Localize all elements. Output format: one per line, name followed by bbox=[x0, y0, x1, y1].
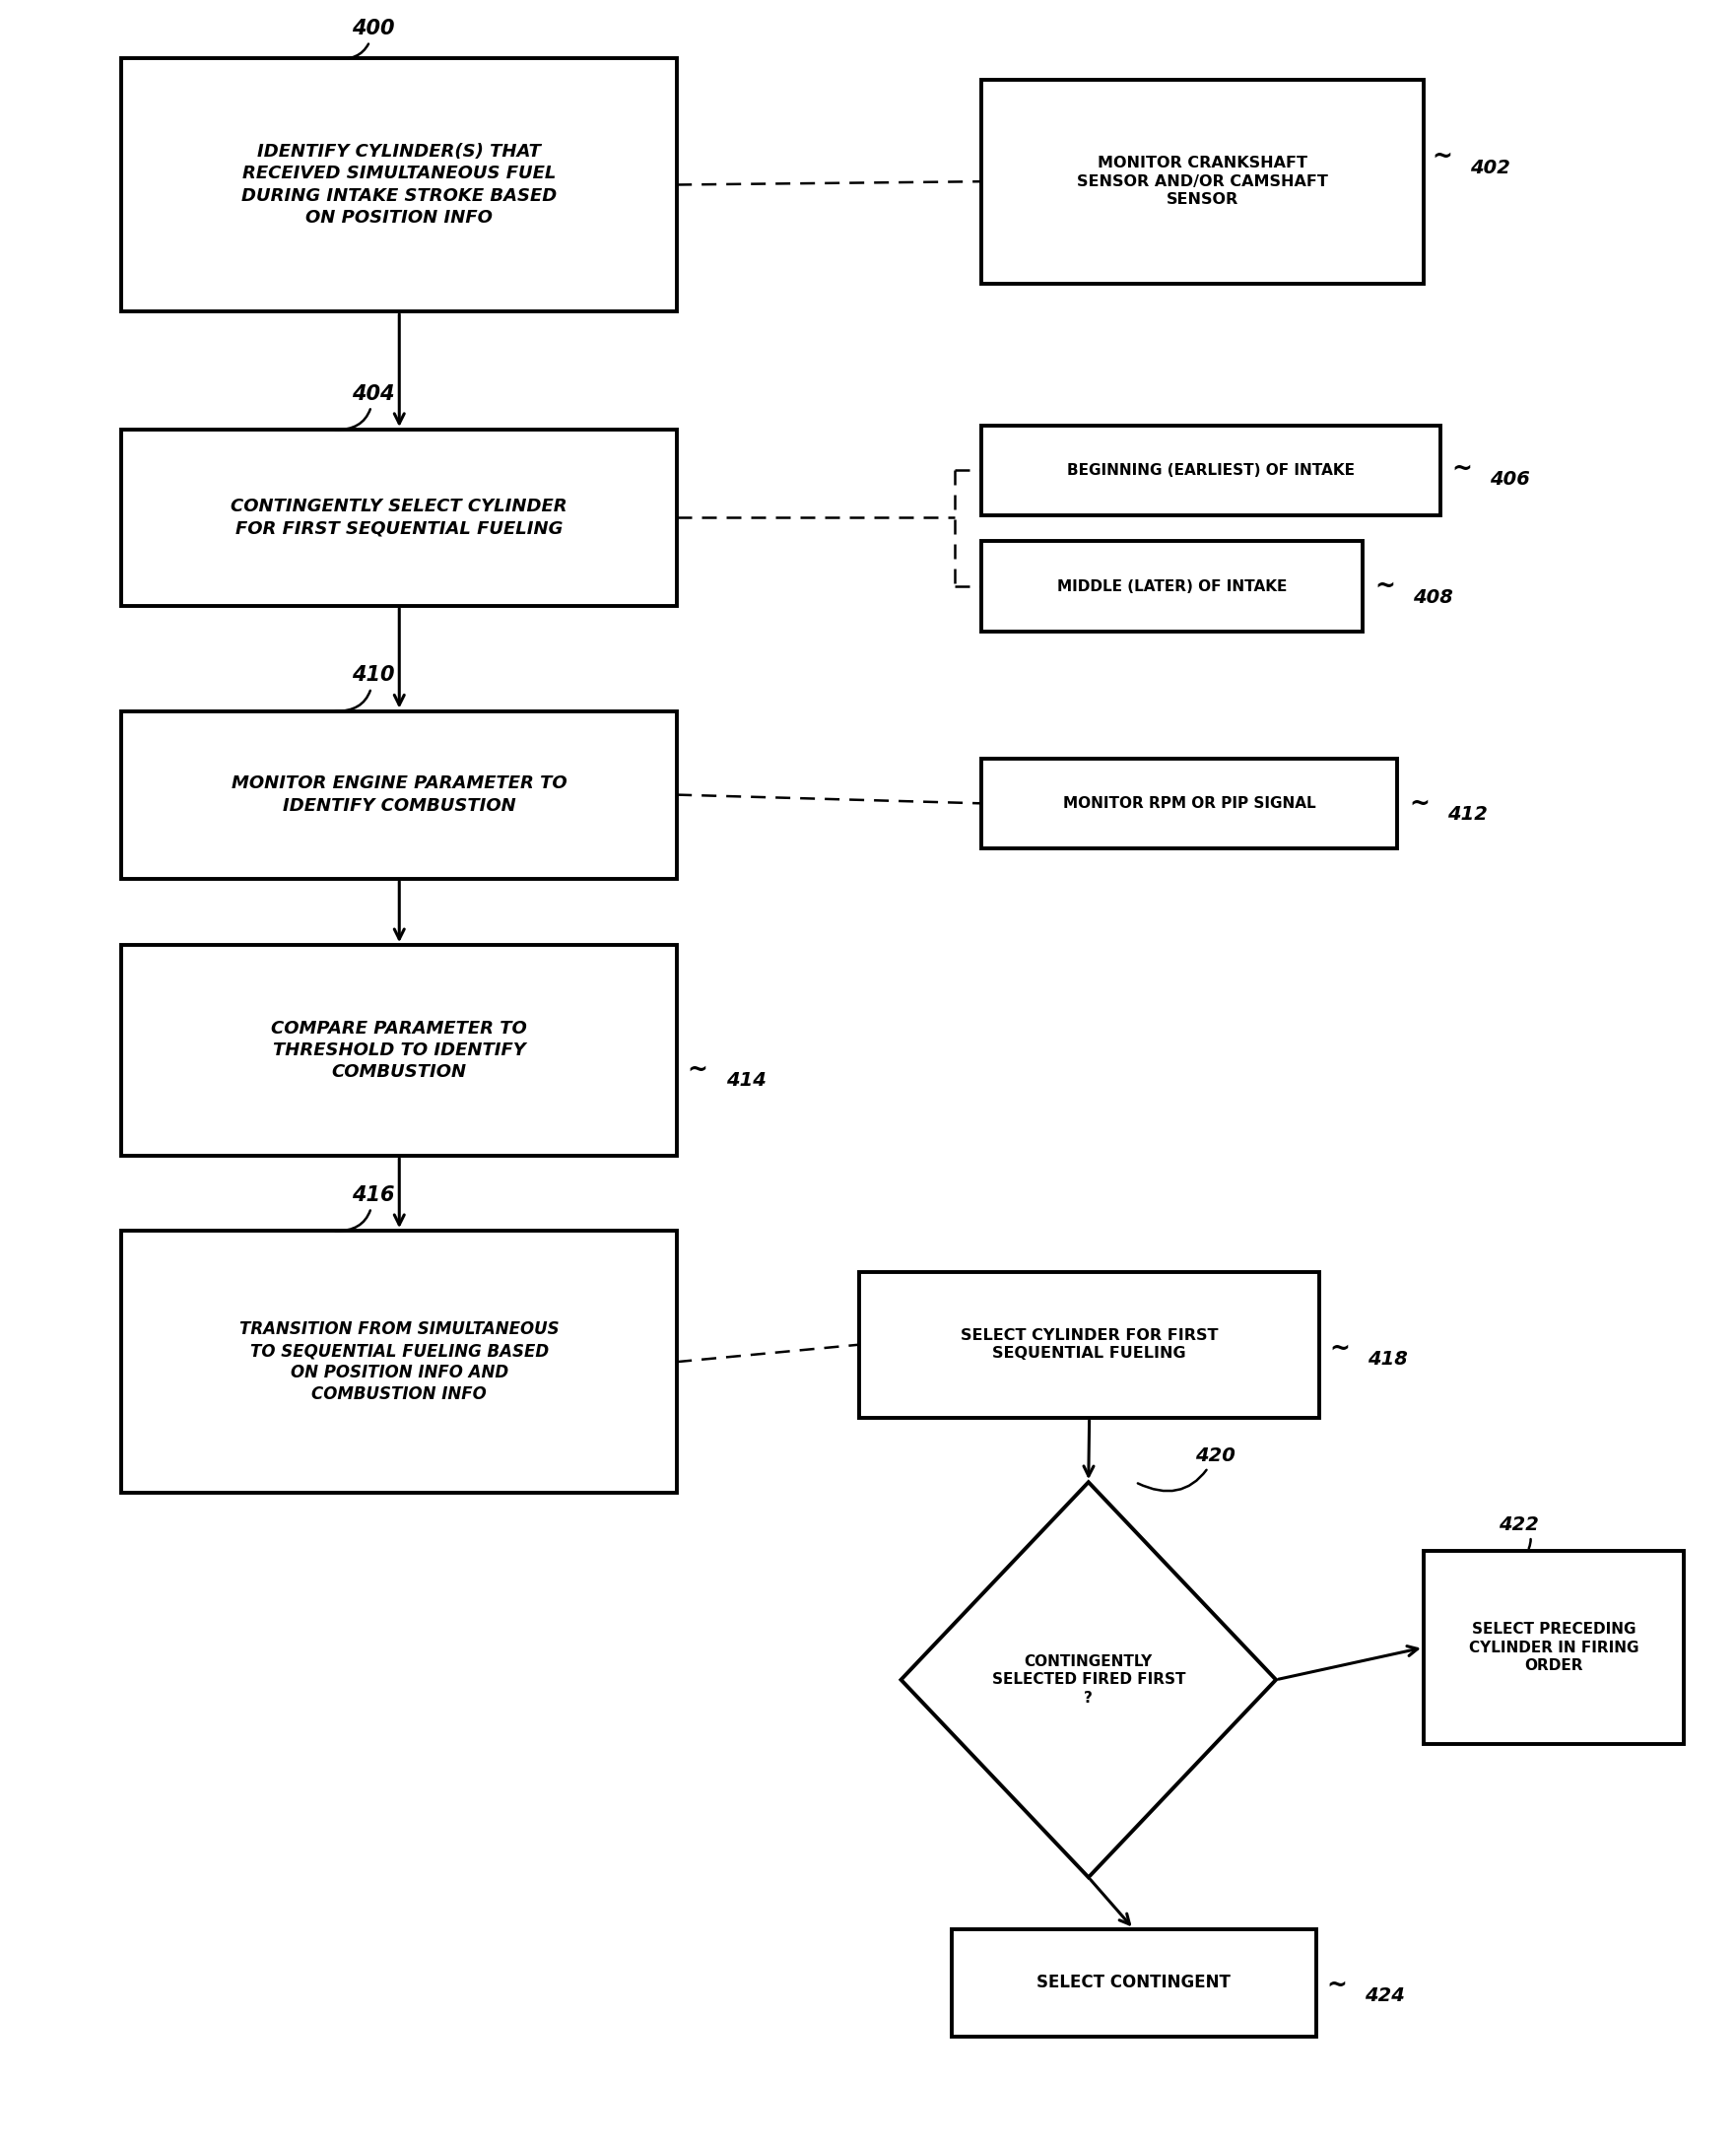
Text: BEGINNING (EARLIEST) OF INTAKE: BEGINNING (EARLIEST) OF INTAKE bbox=[1068, 464, 1354, 477]
Text: MONITOR RPM OR PIP SIGNAL: MONITOR RPM OR PIP SIGNAL bbox=[1062, 797, 1316, 810]
Text: 410: 410 bbox=[335, 666, 394, 711]
FancyBboxPatch shape bbox=[981, 758, 1397, 848]
Text: 418: 418 bbox=[1368, 1351, 1408, 1368]
Text: MONITOR ENGINE PARAMETER TO
IDENTIFY COMBUSTION: MONITOR ENGINE PARAMETER TO IDENTIFY COM… bbox=[231, 775, 568, 814]
Text: CONTINGENTLY SELECT CYLINDER
FOR FIRST SEQUENTIAL FUELING: CONTINGENTLY SELECT CYLINDER FOR FIRST S… bbox=[231, 498, 568, 537]
Text: 406: 406 bbox=[1489, 470, 1529, 488]
Text: IDENTIFY CYLINDER(S) THAT
RECEIVED SIMULTANEOUS FUEL
DURING INTAKE STROKE BASED
: IDENTIFY CYLINDER(S) THAT RECEIVED SIMUL… bbox=[241, 144, 557, 226]
Text: SELECT CYLINDER FOR FIRST
SEQUENTIAL FUELING: SELECT CYLINDER FOR FIRST SEQUENTIAL FUE… bbox=[960, 1327, 1219, 1362]
FancyBboxPatch shape bbox=[122, 945, 677, 1156]
Text: 424: 424 bbox=[1364, 1987, 1404, 2004]
FancyBboxPatch shape bbox=[981, 79, 1424, 284]
Text: ~: ~ bbox=[1330, 1336, 1351, 1362]
Text: 412: 412 bbox=[1448, 806, 1488, 823]
Text: ~: ~ bbox=[687, 1057, 708, 1083]
FancyBboxPatch shape bbox=[951, 1929, 1316, 2036]
Text: ~: ~ bbox=[1410, 790, 1430, 816]
FancyBboxPatch shape bbox=[981, 541, 1363, 632]
Text: SELECT PRECEDING
CYLINDER IN FIRING
ORDER: SELECT PRECEDING CYLINDER IN FIRING ORDE… bbox=[1469, 1622, 1639, 1673]
Text: 408: 408 bbox=[1413, 589, 1453, 606]
FancyBboxPatch shape bbox=[122, 58, 677, 311]
Text: COMPARE PARAMETER TO
THRESHOLD TO IDENTIFY
COMBUSTION: COMPARE PARAMETER TO THRESHOLD TO IDENTI… bbox=[271, 1020, 528, 1080]
Text: SELECT CONTINGENT: SELECT CONTINGENT bbox=[1036, 1974, 1231, 1991]
Text: 400: 400 bbox=[335, 19, 394, 58]
FancyBboxPatch shape bbox=[1424, 1551, 1684, 1744]
Text: TRANSITION FROM SIMULTANEOUS
TO SEQUENTIAL FUELING BASED
ON POSITION INFO AND
CO: TRANSITION FROM SIMULTANEOUS TO SEQUENTI… bbox=[240, 1321, 559, 1403]
Text: 402: 402 bbox=[1470, 159, 1510, 176]
Polygon shape bbox=[901, 1482, 1276, 1877]
FancyBboxPatch shape bbox=[122, 430, 677, 606]
Text: ~: ~ bbox=[1451, 455, 1472, 481]
Text: ~: ~ bbox=[1432, 144, 1453, 170]
Text: MIDDLE (LATER) OF INTAKE: MIDDLE (LATER) OF INTAKE bbox=[1057, 580, 1286, 593]
Text: ~: ~ bbox=[1375, 574, 1396, 599]
Text: 416: 416 bbox=[335, 1186, 394, 1231]
FancyBboxPatch shape bbox=[981, 425, 1441, 516]
Text: 404: 404 bbox=[335, 384, 394, 430]
Text: CONTINGENTLY
SELECTED FIRED FIRST
?: CONTINGENTLY SELECTED FIRED FIRST ? bbox=[991, 1654, 1186, 1706]
FancyBboxPatch shape bbox=[122, 711, 677, 879]
FancyBboxPatch shape bbox=[859, 1272, 1319, 1418]
Text: 420: 420 bbox=[1137, 1446, 1236, 1491]
Text: 422: 422 bbox=[1498, 1514, 1540, 1549]
FancyBboxPatch shape bbox=[122, 1231, 677, 1493]
Text: ~: ~ bbox=[1326, 1972, 1347, 1998]
Text: MONITOR CRANKSHAFT
SENSOR AND/OR CAMSHAFT
SENSOR: MONITOR CRANKSHAFT SENSOR AND/OR CAMSHAF… bbox=[1076, 157, 1328, 206]
Text: 414: 414 bbox=[726, 1072, 766, 1089]
